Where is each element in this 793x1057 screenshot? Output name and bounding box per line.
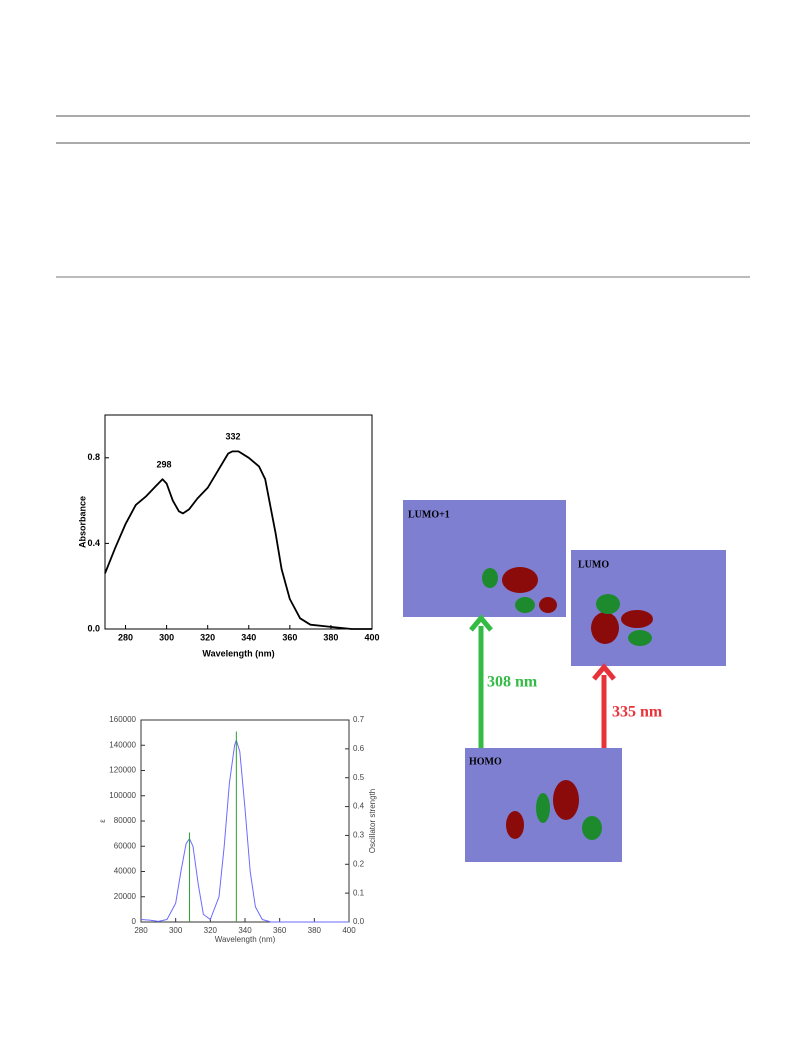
plot-frame (140, 719, 350, 923)
y2-tick-label: 0.3 (353, 831, 365, 840)
y2-tick-label: 0.6 (353, 744, 365, 753)
x-tick-label: 320 (204, 926, 218, 935)
arrow-head (592, 663, 616, 681)
y-tick-label: 60000 (114, 841, 137, 850)
plot-frame (104, 414, 373, 630)
y-tick-label: 80000 (114, 816, 137, 825)
arrow-label: 308 nm (487, 674, 538, 691)
y-tick-label: 0.4 (87, 538, 100, 548)
y-tick-label: 40000 (114, 867, 137, 876)
x-tick-label: 280 (134, 926, 148, 935)
x-tick-label: 300 (159, 632, 174, 642)
arrow-label: 335 nm (612, 704, 663, 721)
y-tick-label: 0 (132, 917, 137, 926)
y2-tick-label: 0.1 (353, 888, 365, 897)
x-tick-label: 400 (364, 632, 379, 642)
peak-annotation: 298 (156, 459, 171, 469)
orbital-lobes (482, 567, 653, 840)
x-tick-label: 340 (241, 632, 256, 642)
x-tick-label: 360 (273, 926, 287, 935)
peak-annotation: 332 (225, 431, 240, 441)
spectrum-line (104, 450, 372, 630)
y2-tick-label: 0.5 (353, 773, 365, 782)
x-tick-label: 380 (308, 926, 322, 935)
arrow-head (469, 614, 493, 632)
x-tick-label: 400 (342, 926, 356, 935)
spectrum-line (140, 739, 349, 923)
y-tick-label: 140000 (109, 740, 136, 749)
x-tick-label: 320 (200, 632, 215, 642)
y-axis-label: Absorbance (77, 496, 87, 548)
x-axis-label: Wavelength (nm) (202, 648, 274, 658)
orbital-label: LUMO (578, 559, 609, 570)
y2-tick-label: 0.4 (353, 802, 365, 811)
absorbance-chart: 280 300 320 340 360 380 400 0.0 0.4 0.8 Wavelength… (77, 414, 380, 658)
orbital-box (403, 500, 566, 617)
y-axis-label: ε (98, 819, 107, 823)
x-tick-label: 280 (118, 632, 133, 642)
y-tick-label: 100000 (109, 791, 136, 800)
y2-tick-label: 0.7 (353, 715, 365, 724)
x-tick-label: 340 (238, 926, 252, 935)
orbital-label: LUMO+1 (408, 509, 450, 520)
y2-tick-label: 0.2 (353, 859, 365, 868)
x-tick-label: 360 (282, 632, 297, 642)
y-tick-label: 0.8 (87, 452, 100, 462)
y2-tick-label: 0.0 (353, 917, 365, 926)
orbital-box (571, 550, 726, 666)
orbital-diagram: LUMO+1 LUMO HOMO 308 nm 335 nm (403, 500, 726, 862)
y-tick-label: 0.0 (87, 623, 100, 633)
y-tick-label: 20000 (114, 892, 137, 901)
y2-axis-label: Oscillator strength (368, 789, 377, 853)
x-tick-label: 300 (169, 926, 183, 935)
y-tick-label: 160000 (109, 715, 136, 724)
calculated-spectrum-chart: 280 300 320 340 360 380 400 0 20000 40000 60000 800… (98, 715, 377, 944)
x-tick-label: 380 (323, 632, 338, 642)
y-tick-label: 120000 (109, 766, 136, 775)
x-axis-label: Wavelength (nm) (215, 935, 276, 944)
orbital-label: HOMO (469, 756, 502, 767)
